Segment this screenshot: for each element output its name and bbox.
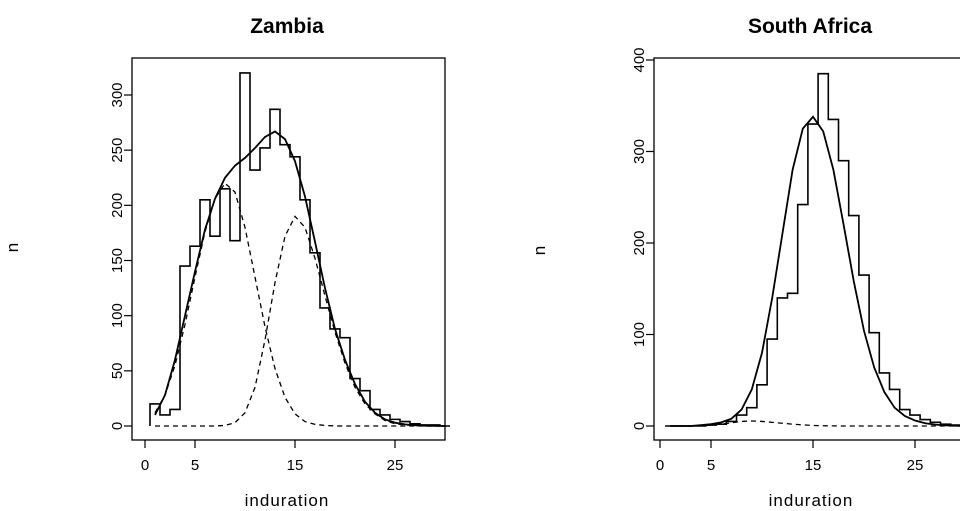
- plot-frame: [131, 57, 446, 441]
- component-density-line: [154, 182, 445, 427]
- x-tick-label: 25: [387, 457, 404, 474]
- y-axis-label: n: [530, 245, 549, 255]
- x-tick-label: 5: [191, 457, 199, 474]
- y-tick-label: 250: [109, 138, 126, 163]
- density-fit-line: [154, 130, 446, 427]
- chart-title: Zambia: [250, 15, 324, 38]
- x-axis-label: induration: [769, 491, 854, 510]
- histogram-bars: [149, 72, 450, 427]
- x-tick-label: 15: [287, 457, 304, 474]
- chart-title: South Africa: [748, 15, 872, 38]
- plot-frame: [653, 57, 960, 441]
- y-tick-label: 200: [109, 193, 126, 218]
- plot-area-south-africa: 0 5 15 25 0 100 200 300 400: [631, 47, 960, 474]
- y-tick-label: 100: [109, 303, 126, 328]
- component-density-line: [670, 420, 960, 427]
- panel-zambia: Zambia n induration 0 5 15 2505010015020025…: [3, 15, 450, 510]
- x-tick-label: 25: [907, 457, 924, 474]
- x-tick-label: 5: [707, 457, 715, 474]
- y-tick-label: 100: [631, 322, 648, 347]
- y-tick-label: 400: [631, 47, 648, 72]
- y-tick-label: 150: [109, 248, 126, 273]
- y-tick-label: 200: [631, 230, 648, 255]
- histogram-bars: [665, 72, 960, 427]
- y-tick-label: 50: [109, 362, 126, 379]
- x-tick-label: 15: [805, 457, 822, 474]
- density-fit-line: [670, 115, 960, 427]
- y-tick-label: 0: [109, 422, 126, 430]
- component-density-line: [155, 215, 445, 427]
- y-tick-label: 300: [631, 139, 648, 164]
- x-axis-label: induration: [245, 491, 330, 510]
- y-tick-label: 0: [631, 422, 648, 430]
- x-tick-label: 0: [656, 457, 664, 474]
- x-tick-label: 0: [141, 457, 149, 474]
- y-tick-label: 300: [109, 82, 126, 107]
- panel-south-africa: South Africa n induration 0 5 15 25 0 100 200 3…: [530, 15, 960, 510]
- y-axis-label: n: [3, 242, 22, 252]
